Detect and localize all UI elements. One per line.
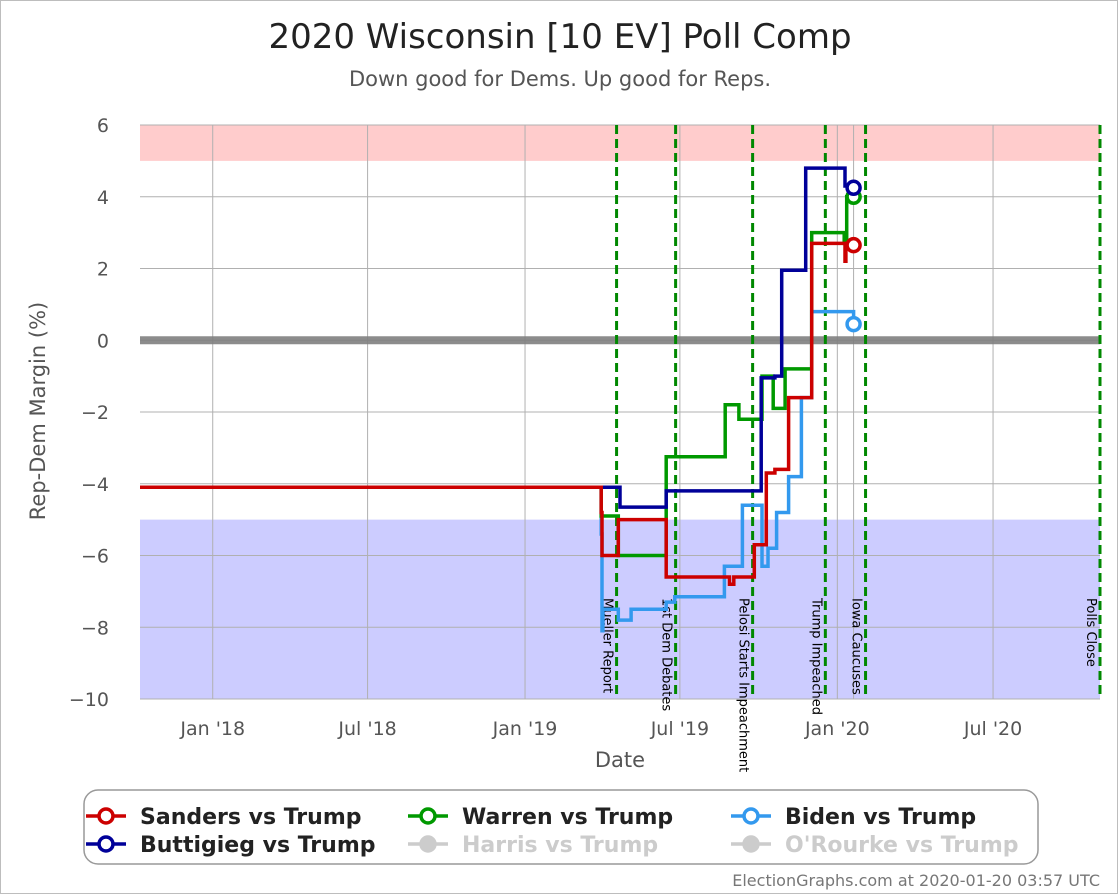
- legend-swatch-marker-5: [742, 835, 760, 853]
- x-axis-label: Date: [595, 748, 645, 772]
- series-line-0: [140, 241, 856, 586]
- x-tick-labels: Jan '18 Jul '18 Jan '19 Jul '19 Jan '20 Jul '…: [179, 718, 1022, 740]
- x-tick-1: Jul '18: [337, 718, 396, 740]
- event-label-4: Iowa Caucuses: [849, 598, 864, 695]
- x-tick-3: Jul '19: [650, 718, 709, 740]
- series-endpoints: [845, 179, 862, 333]
- series-lines: [140, 166, 856, 633]
- y-tick-5: −4: [81, 474, 109, 496]
- series-endpoint-0: [845, 236, 862, 254]
- legend-label-1: Warren vs Trump: [462, 805, 673, 830]
- legend-box: [83, 789, 1039, 865]
- legend: Sanders vs Trump Warren vs Trump Biden vs …: [86, 805, 1019, 858]
- y-tick-0: 6: [97, 115, 109, 137]
- chart-title: 2020 Wisconsin [10 EV] Poll Comp: [268, 17, 851, 57]
- event-label-3: Trump Impeached: [808, 597, 823, 715]
- credit-text: ElectionGraphs.com at 2020-01-20 03:57 U…: [732, 871, 1100, 890]
- legend-swatch-marker-1: [419, 807, 437, 825]
- y-tick-labels: 6 4 2 0 −2 −4 −6 −8 −10: [69, 115, 109, 711]
- legend-label-2: Biden vs Trump: [785, 805, 976, 830]
- y-tick-4: −2: [81, 402, 109, 424]
- event-label-2: Pelosi Starts Impeachment: [736, 598, 751, 772]
- series-line-1: [140, 195, 854, 558]
- series-line-2: [140, 309, 856, 633]
- legend-item-3: Buttigieg vs Trump: [86, 833, 376, 858]
- legend-item-0: Sanders vs Trump: [86, 805, 362, 830]
- legend-item-2: Biden vs Trump: [731, 805, 976, 830]
- chart-subtitle: Down good for Dems. Up good for Reps.: [349, 67, 771, 91]
- series-endpoint-2: [845, 315, 862, 333]
- y-tick-6: −6: [81, 546, 109, 568]
- y-tick-8: −10: [69, 689, 109, 711]
- legend-item-4: Harris vs Trump: [408, 833, 658, 858]
- x-tick-5: Jul '20: [963, 718, 1022, 740]
- event-label-1: 1st Dem Debates: [659, 598, 674, 711]
- y-tick-7: −8: [81, 617, 109, 639]
- band-0: [140, 125, 1100, 161]
- legend-label-0: Sanders vs Trump: [140, 805, 362, 830]
- legend-label-3: Buttigieg vs Trump: [140, 833, 376, 858]
- y-axis-label: Rep-Dem Margin (%): [26, 302, 50, 520]
- legend-item-5: O'Rourke vs Trump: [731, 833, 1019, 858]
- legend-swatch-marker-0: [97, 807, 115, 825]
- x-tick-4: Jan '20: [804, 718, 870, 740]
- legend-swatch-marker-2: [742, 807, 760, 825]
- event-label-5: Polls Close: [1083, 598, 1098, 667]
- legend-label-4: Harris vs Trump: [462, 833, 658, 858]
- y-tick-2: 2: [97, 259, 109, 281]
- x-tick-2: Jan '19: [492, 718, 558, 740]
- series-endpoint-3: [845, 179, 862, 197]
- legend-swatch-marker-4: [419, 835, 437, 853]
- series-line-3: [140, 166, 856, 509]
- x-tick-0: Jan '18: [179, 718, 245, 740]
- y-tick-1: 4: [97, 187, 109, 209]
- legend-item-1: Warren vs Trump: [408, 805, 673, 830]
- legend-label-5: O'Rourke vs Trump: [785, 833, 1019, 858]
- legend-swatch-marker-3: [97, 835, 115, 853]
- y-tick-3: 0: [97, 330, 109, 352]
